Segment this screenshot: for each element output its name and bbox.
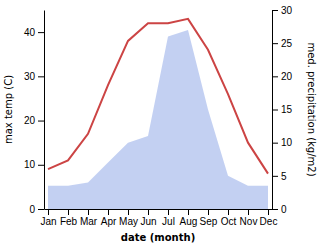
- y2-axis: 0 5 10 15 20 25 30: [272, 5, 293, 215]
- x-tick: Dec: [260, 209, 278, 227]
- y-tick-mark: [38, 76, 44, 77]
- x-tick: Jan: [40, 209, 56, 227]
- x-tick: May: [119, 209, 138, 227]
- x-tick-label: Dec: [260, 216, 278, 227]
- y-tick: 10: [24, 159, 44, 170]
- y-tick-label: 20: [24, 115, 36, 126]
- y-axis-title: max temp (C): [3, 75, 14, 144]
- x-tick-mark: [128, 209, 129, 215]
- y2-tick: 5: [272, 171, 287, 182]
- x-tick-mark: [188, 209, 189, 215]
- y-tick-mark: [38, 209, 44, 210]
- y-tick: 20: [24, 115, 44, 126]
- y-tick-label: 10: [24, 159, 36, 170]
- x-tick: Sep: [200, 209, 218, 227]
- y2-tick-label: 30: [281, 5, 293, 16]
- y2-tick-mark: [272, 209, 278, 210]
- precipitation-area: [48, 30, 268, 209]
- y2-tick: 10: [272, 137, 293, 148]
- y-tick-mark: [38, 32, 44, 33]
- y2-tick: 25: [272, 38, 293, 49]
- x-tick: Oct: [221, 209, 237, 227]
- y-tick-label: 30: [24, 71, 36, 82]
- y-axis-line: [44, 11, 45, 210]
- y2-tick-mark: [272, 143, 278, 144]
- temperature-line: [48, 19, 268, 174]
- y2-axis-title: med. precipitation (kg/m2): [306, 42, 317, 176]
- y2-tick: 30: [272, 5, 293, 16]
- plot-area: [48, 19, 268, 209]
- x-tick-label: Apr: [101, 216, 117, 227]
- y-tick-label: 0: [29, 204, 35, 215]
- y2-tick-mark: [272, 10, 278, 11]
- x-tick-mark: [88, 209, 89, 215]
- x-tick: Jun: [140, 209, 156, 227]
- y-tick: 40: [24, 27, 44, 38]
- x-tick-label: Aug: [180, 216, 198, 227]
- x-tick-label: Oct: [221, 216, 237, 227]
- x-tick-label: May: [119, 216, 138, 227]
- y-axis: 0 10 20 30 40: [24, 11, 45, 215]
- x-tick-mark: [148, 209, 149, 215]
- x-tick-mark: [68, 209, 69, 215]
- y2-tick-label: 10: [281, 137, 293, 148]
- y2-tick: 20: [272, 71, 293, 82]
- x-tick-label: Mar: [80, 216, 98, 227]
- x-tick: Mar: [80, 209, 98, 227]
- x-tick-mark: [108, 209, 109, 215]
- x-tick-mark: [48, 209, 49, 215]
- x-tick-mark: [228, 209, 229, 215]
- y2-tick-mark: [272, 43, 278, 44]
- x-tick-label: Sep: [200, 216, 218, 227]
- x-tick-mark: [168, 209, 169, 215]
- chart: JanFebMarAprMayJunJulAugSepOctNovDec0102…: [0, 0, 318, 247]
- x-tick-mark: [268, 209, 269, 215]
- y2-tick-mark: [272, 176, 278, 177]
- x-axis: Jan FebMarAprMayJun Jul AugSepOctNovDec: [40, 209, 277, 227]
- x-tick: Feb: [60, 209, 78, 227]
- x-tick: Nov: [240, 209, 258, 227]
- x-tick-label: Jan: [40, 216, 56, 227]
- x-tick: Aug: [180, 209, 198, 227]
- y2-tick-label: 20: [281, 71, 293, 82]
- x-tick: Jul: [162, 209, 175, 227]
- y-tick-mark: [38, 121, 44, 122]
- x-tick-label: Feb: [60, 216, 78, 227]
- y-tick-mark: [38, 165, 44, 166]
- y2-tick-label: 25: [281, 38, 293, 49]
- x-axis-title: date (month): [121, 232, 195, 243]
- x-tick-label: Nov: [240, 216, 258, 227]
- y2-tick-label: 15: [281, 104, 293, 115]
- y2-tick-mark: [272, 76, 278, 77]
- y-tick-label: 40: [24, 27, 36, 38]
- x-tick-label: Jun: [140, 216, 156, 227]
- y2-tick-mark: [272, 110, 278, 111]
- y2-tick: 15: [272, 104, 293, 115]
- y2-tick-label: 5: [281, 171, 287, 182]
- y2-tick: 0: [272, 204, 287, 215]
- x-tick-label: Jul: [162, 216, 175, 227]
- y-tick: 0: [29, 204, 44, 215]
- x-tick-mark: [248, 209, 249, 215]
- x-tick: Apr: [101, 209, 117, 227]
- x-tick-mark: [208, 209, 209, 215]
- y-tick: 30: [24, 71, 44, 82]
- y2-tick-label: 0: [281, 204, 287, 215]
- x-axis-line: [45, 209, 273, 210]
